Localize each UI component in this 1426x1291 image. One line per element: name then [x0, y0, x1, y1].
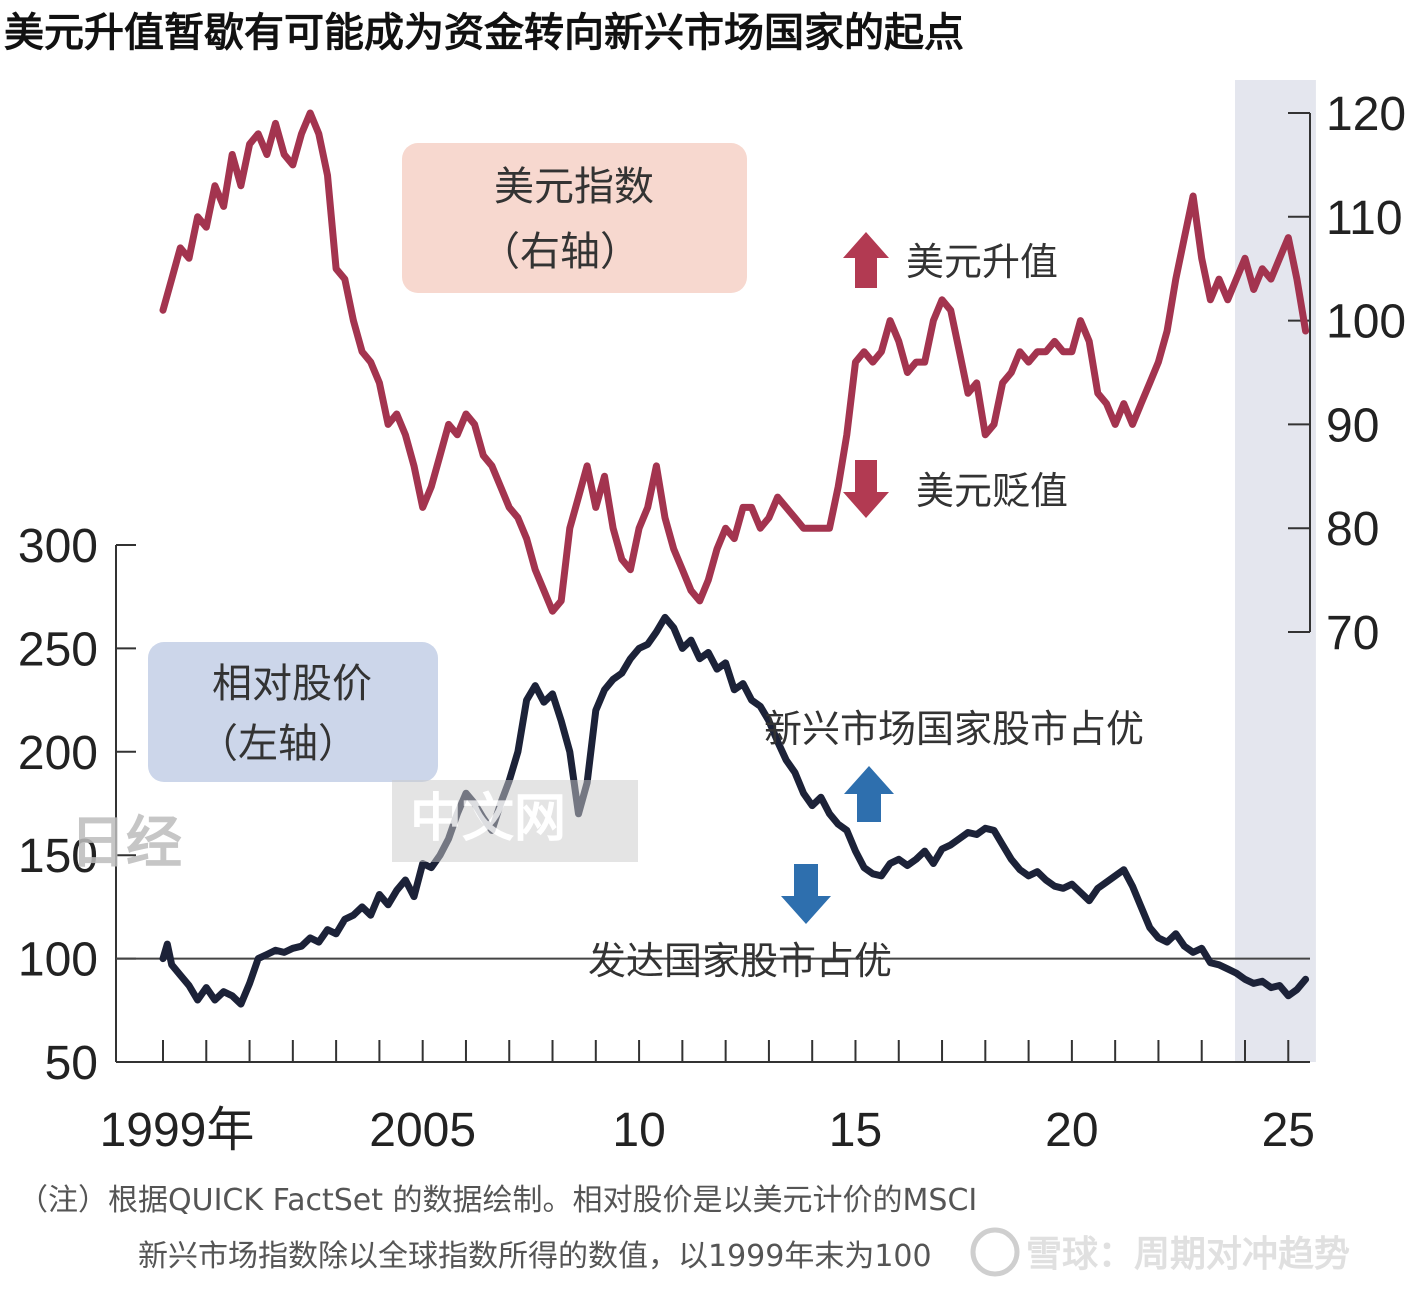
blue-down-arrow-icon [781, 864, 831, 924]
x-axis-tick-label: 20 [1045, 1104, 1098, 1157]
left-axis-tick-label: 250 [18, 623, 98, 676]
em-outperform-annotation: 新兴市场国家股市占优 [764, 707, 1144, 822]
em-outperform-label: 新兴市场国家股市占优 [764, 707, 1144, 751]
usd-up-label: 美元升值 [906, 240, 1058, 284]
dm-outperform-label: 发达国家股市占优 [588, 939, 892, 983]
recent-highlight-band [1235, 80, 1316, 1062]
watermark-text: 中文网 [410, 789, 566, 849]
right-axis-tick-label: 70 [1326, 607, 1379, 660]
note-line-1: （注）根据QUICK FactSet 的数据绘制。相对股价是以美元计价的MSCI [18, 1183, 977, 1218]
x-axis-tick-label: 1999年 [100, 1104, 255, 1157]
chart-title: 美元升值暂歇有可能成为资金转向新兴市场国家的起点 [4, 10, 964, 56]
relative-stock-line [159, 613, 1310, 1008]
x-axis-tick-label: 2005 [369, 1104, 476, 1157]
relative-stock-axis-label: （左轴） [198, 721, 358, 767]
nikkei-watermark: 日经 中文网 [70, 780, 638, 876]
usd-index-line [159, 109, 1310, 615]
left-axis: 50 100 150 200 250 300 [18, 520, 1310, 1090]
dm-outperform-annotation: 发达国家股市占优 [588, 864, 892, 983]
x-axis: 1999年 2005 10 15 20 25 [100, 1040, 1315, 1157]
right-axis-tick-label: 120 [1326, 88, 1406, 141]
right-axis-tick-label: 80 [1326, 503, 1379, 556]
right-axis-tick-label: 100 [1326, 296, 1406, 349]
note-line-2: 新兴市场指数除以全球指数所得的数值，以1999年末为100 [138, 1239, 932, 1274]
right-axis-tick-label: 90 [1326, 399, 1379, 452]
usd-up-annotation: 美元升值 [843, 232, 1058, 288]
series-layer [159, 109, 1310, 1008]
usd-index-legend-box: 美元指数 （右轴） [402, 143, 747, 293]
x-axis-tick-label: 10 [612, 1104, 665, 1157]
watermark-logo: 日经 [70, 810, 182, 876]
usd-index-label: 美元指数 [494, 164, 654, 210]
right-axis-tick-label: 110 [1326, 192, 1403, 245]
site-watermark-text: 雪球：周期对冲趋势 [1026, 1234, 1350, 1275]
x-axis-tick-label: 25 [1262, 1104, 1315, 1157]
blue-up-arrow-icon [844, 766, 894, 822]
left-axis-tick-label: 150 [18, 830, 98, 883]
usd-down-label: 美元贬值 [916, 469, 1068, 513]
red-up-arrow-icon [843, 232, 889, 288]
red-down-arrow-icon [843, 460, 889, 518]
usd-down-annotation: 美元贬值 [843, 460, 1068, 518]
left-axis-tick-label: 50 [45, 1037, 98, 1090]
left-axis-tick-label: 200 [18, 727, 98, 780]
right-axis: 70 80 90 100 110 120 [1288, 88, 1406, 660]
relative-stock-label: 相对股价 [212, 661, 372, 707]
relative-stock-legend-box: 相对股价 （左轴） [148, 642, 438, 782]
left-axis-tick-label: 300 [18, 520, 98, 573]
usd-index-axis-label: （右轴） [480, 229, 640, 275]
x-axis-tick-label: 15 [829, 1104, 882, 1157]
site-watermark: 雪球：周期对冲趋势 [970, 1227, 1350, 1277]
left-axis-tick-label: 100 [18, 934, 98, 987]
